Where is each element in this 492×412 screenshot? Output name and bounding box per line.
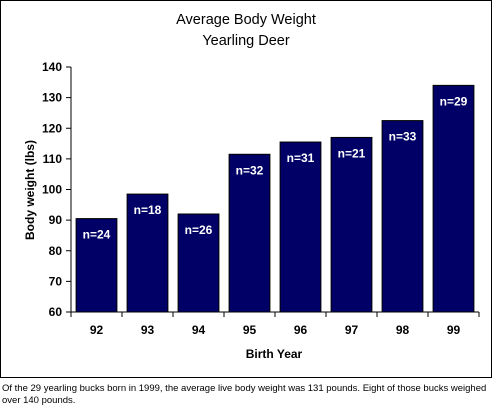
chart-caption: Of the 29 yearling bucks born in 1999, t… (2, 383, 487, 406)
bar-97 (330, 136, 373, 313)
x-tick-label-99: 99 (447, 323, 461, 337)
plot-area: n=24 n=18 n=26 n=32 n=31 n=21 n=33 n=29 60 70 80 90… (42, 60, 480, 337)
x-axis-label: Birth Year (246, 347, 303, 361)
bar-95 (228, 153, 271, 313)
x-tick-label-95: 95 (243, 323, 257, 337)
bar-label-99: n=29 (440, 94, 468, 108)
y-tick-label-110: 110 (43, 152, 63, 166)
bar-label-97: n=21 (338, 146, 366, 160)
bar-98 (381, 120, 424, 313)
bar-chart: Average Body Weight Yearling Deer n=24n=… (23, 12, 480, 361)
y-tick-label-140: 140 (42, 60, 62, 74)
x-tick-label-98: 98 (396, 323, 410, 337)
chart-title-line-2: Yearling Deer (202, 33, 289, 49)
x-tick-label-97: 97 (345, 323, 359, 337)
bar-label-96: n=31 (287, 151, 315, 165)
bar-label-94: n=26 (185, 223, 213, 237)
x-tick-label-96: 96 (294, 323, 308, 337)
y-tick-label-90: 90 (49, 213, 63, 227)
chart-title-line-1: Average Body Weight (176, 12, 316, 28)
bar-99 (432, 84, 475, 313)
bar-label-92: n=24 (83, 228, 111, 242)
bar-label-93: n=18 (134, 203, 162, 217)
bar-96 (279, 141, 322, 313)
y-axis-label: Body weight (lbs) (23, 140, 37, 240)
y-tick-label-70: 70 (49, 274, 63, 288)
bar-93 (126, 193, 169, 313)
bar-94 (177, 213, 220, 313)
y-tick-label-100: 100 (42, 183, 62, 197)
y-tick-label-120: 120 (42, 121, 62, 135)
y-tick-label-60: 60 (49, 305, 63, 319)
bar-label-95: n=32 (236, 163, 264, 177)
x-tick-label-94: 94 (192, 323, 206, 337)
y-tick-label-80: 80 (49, 244, 63, 258)
x-tick-label-93: 93 (141, 323, 155, 337)
bar-label-98: n=33 (389, 130, 417, 144)
y-tick-label-130: 130 (42, 91, 62, 105)
chart-frame: Average Body Weight Yearling Deer n=24 n=… (0, 0, 492, 378)
x-tick-label-92: 92 (90, 323, 104, 337)
bar-92 (75, 218, 118, 313)
